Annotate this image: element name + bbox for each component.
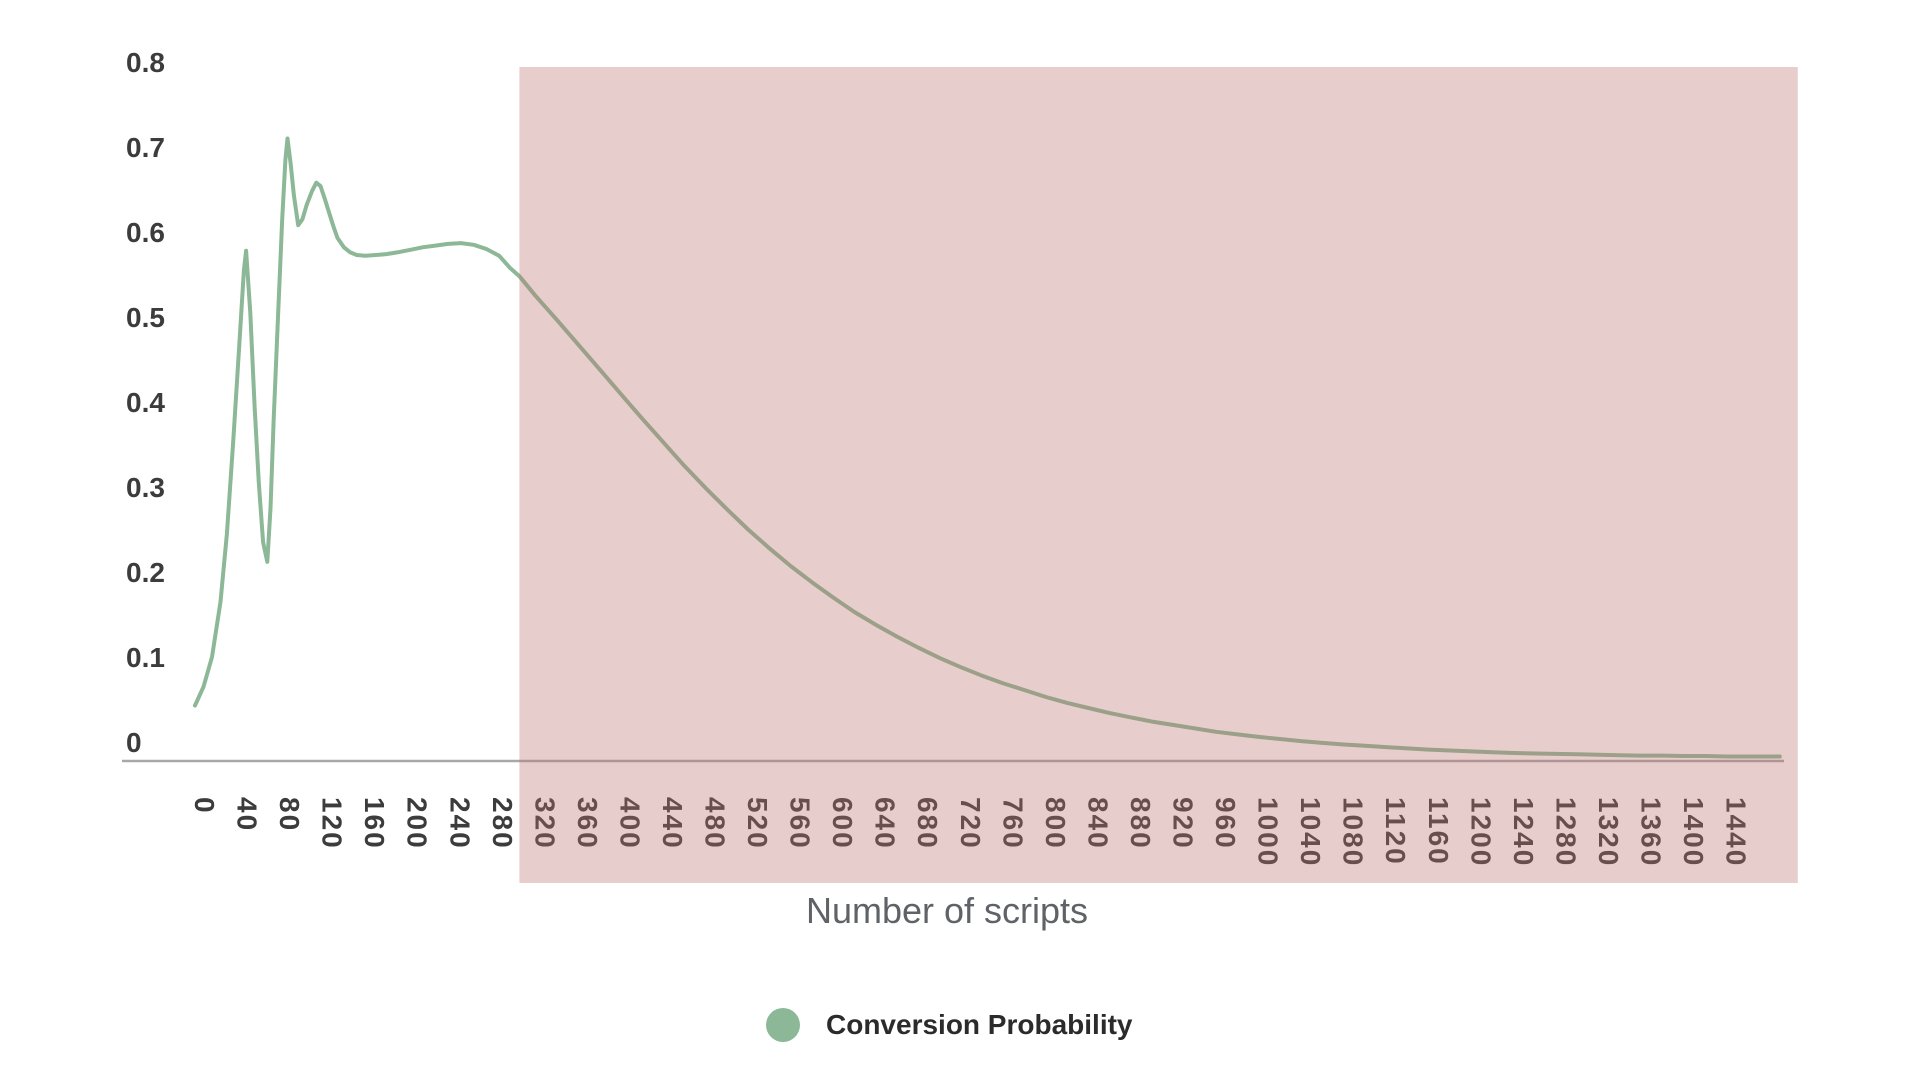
y-tick-label-0: 0 — [126, 727, 142, 758]
legend: Conversion Probability — [766, 1008, 1133, 1042]
x-tick-label-0: 0 — [189, 797, 220, 815]
x-tick-label-560: 560 — [785, 797, 816, 850]
x-tick-label-880: 880 — [1125, 797, 1156, 850]
series-line-conversion-probability — [193, 136, 1782, 759]
x-tick-label-200: 200 — [402, 797, 433, 850]
y-tick-label-0.2: 0.2 — [126, 557, 165, 588]
y-tick-label-0.6: 0.6 — [126, 217, 165, 248]
x-tick-label-1120: 1120 — [1380, 797, 1411, 866]
x-tick-label-80: 80 — [274, 797, 305, 832]
x-tick-label-240: 240 — [444, 797, 475, 850]
x-tick-label-1440: 1440 — [1721, 797, 1752, 867]
legend-marker-icon — [766, 1008, 800, 1042]
x-tick-label-480: 480 — [700, 797, 731, 850]
highlight-region — [519, 67, 1798, 883]
x-tick-label-40: 40 — [232, 797, 263, 832]
y-tick-label-0.4: 0.4 — [126, 387, 165, 418]
x-tick-label-1000: 1000 — [1253, 797, 1284, 867]
x-tick-label-1360: 1360 — [1636, 797, 1667, 867]
x-tick-label-680: 680 — [912, 797, 943, 850]
x-tick-label-600: 600 — [827, 797, 858, 850]
x-tick-label-400: 400 — [614, 797, 645, 850]
x-tick-label-720: 720 — [955, 797, 986, 850]
x-tick-label-640: 640 — [870, 797, 901, 850]
y-tick-label-0.8: 0.8 — [126, 47, 165, 78]
x-tick-label-1200: 1200 — [1465, 797, 1496, 867]
legend-label: Conversion Probability — [826, 1009, 1133, 1040]
x-tick-label-960: 960 — [1210, 797, 1241, 850]
x-axis-title: Number of scripts — [805, 890, 1089, 931]
x-tick-label-1080: 1080 — [1338, 797, 1369, 867]
x-tick-label-1160: 1160 — [1423, 797, 1454, 866]
x-tick-label-1320: 1320 — [1593, 797, 1624, 867]
x-tick-label-920: 920 — [1168, 797, 1199, 850]
y-tick-label-0.7: 0.7 — [126, 132, 165, 163]
x-tick-label-1400: 1400 — [1678, 797, 1709, 867]
y-tick-label-0.1: 0.1 — [126, 642, 165, 673]
x-tick-label-1240: 1240 — [1508, 797, 1539, 867]
x-tick-label-1280: 1280 — [1550, 797, 1581, 867]
y-tick-label-0.3: 0.3 — [126, 472, 165, 503]
x-tick-label-280: 280 — [487, 797, 518, 850]
x-tick-label-160: 160 — [359, 797, 390, 850]
x-tick-label-440: 440 — [657, 797, 688, 850]
y-tick-label-0.5: 0.5 — [126, 302, 165, 333]
x-tick-label-800: 800 — [1040, 797, 1071, 850]
x-tick-label-360: 360 — [572, 797, 603, 850]
x-tick-label-760: 760 — [997, 797, 1028, 850]
x-tick-label-1040: 1040 — [1295, 797, 1326, 867]
x-tick-label-320: 320 — [529, 797, 560, 850]
x-tick-label-520: 520 — [742, 797, 773, 850]
x-tick-label-120: 120 — [317, 797, 348, 850]
x-tick-label-840: 840 — [1082, 797, 1113, 850]
